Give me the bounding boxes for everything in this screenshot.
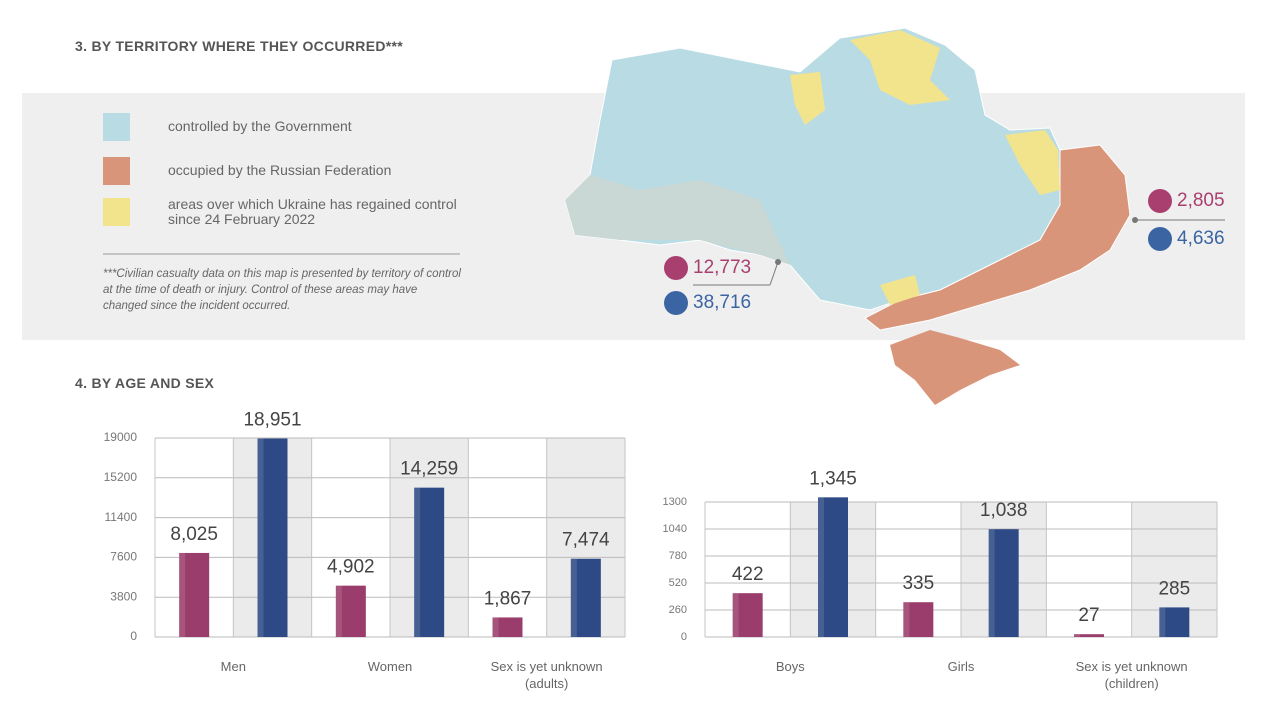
note: ***Civilian casualty data on this map is… [103,268,461,312]
bar [1074,634,1104,637]
bar-highlight [492,617,499,637]
value-label: 285 [1158,578,1190,599]
bar-highlight [1159,607,1166,637]
value-label: 8,025 [170,524,218,545]
y-tick-label: 1300 [663,496,687,508]
bar-highlight [335,585,342,637]
bar [818,497,848,637]
value-label: 422 [732,564,764,585]
value-label: 335 [902,573,934,594]
map-figure: 38,716 [693,292,751,313]
bar-highlight [1074,634,1080,637]
legend-label: areas over which Ukraine has regained co… [168,196,457,227]
x-tick-label: Girls [947,659,975,674]
x-tick-label: Sex is yet unknown (children) [1075,659,1188,691]
value-label: 1,345 [809,468,857,489]
legend-swatch [103,157,130,185]
y-tick-label: 260 [669,604,687,616]
bar-highlight [988,529,995,637]
map-figure: 12,773 [693,257,751,278]
bar-highlight [903,602,910,637]
bar-highlight [570,558,577,637]
value-label: 1,038 [980,500,1028,521]
map: 12,773 38,716 2,805 4,636 [564,27,1225,405]
section-title: 4. BY AGE AND SEX [75,375,215,391]
legend-swatch [103,198,130,226]
bar [257,438,288,637]
y-tick-label: 15200 [104,470,138,484]
y-tick-label: 3800 [110,589,137,603]
legend-label: occupied by the Russian Federation [168,162,392,178]
bar [492,617,523,637]
map-figure: 4,636 [1177,228,1225,249]
legend-label: controlled by the Government [168,118,352,134]
bar [179,552,210,637]
map-figure: 2,805 [1177,190,1225,211]
y-tick-label: 780 [669,550,687,562]
x-tick-label: Women [367,659,413,674]
x-tick-label: Men [220,659,246,674]
value-label: 27 [1078,605,1099,626]
x-tick-label: Boys [775,659,805,674]
y-tick-label: 11400 [105,510,138,524]
bar [570,558,601,637]
value-label: 14,259 [400,459,458,480]
section-title: 3. BY TERRITORY WHERE THEY OCCURRED*** [75,38,404,54]
value-label: 18,951 [243,410,301,431]
bar-highlight [818,497,824,637]
y-tick-label: 520 [669,577,687,589]
bar-highlight [179,552,186,637]
bar [732,593,763,637]
value-label: 4,902 [327,557,375,578]
bar-highlight [414,487,421,637]
value-label: 7,474 [562,530,610,551]
bar-highlight [257,438,264,637]
bar [903,602,934,637]
bar [335,585,366,637]
bar [1159,607,1190,637]
legend-swatch [103,113,130,141]
y-tick-label: 0 [681,631,687,643]
x-tick-label: Sex is yet unknown (adults) [490,659,603,691]
value-label: 1,867 [484,588,532,609]
y-tick-label: 19000 [104,430,138,444]
y-tick-label: 0 [130,629,137,643]
y-tick-label: 7600 [110,550,137,564]
bar-highlight [732,593,739,637]
bar [988,529,1019,637]
bar [414,487,445,637]
y-tick-label: 1040 [663,523,687,535]
